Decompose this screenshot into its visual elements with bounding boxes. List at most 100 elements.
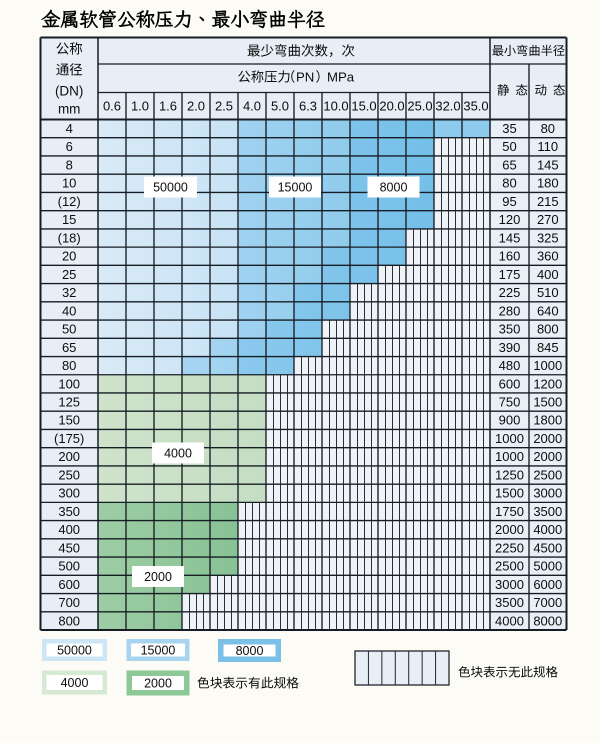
svg-text:(12): (12) bbox=[58, 194, 81, 209]
svg-text:50: 50 bbox=[62, 322, 76, 337]
svg-text:120: 120 bbox=[499, 212, 521, 227]
svg-text:1000: 1000 bbox=[533, 358, 562, 373]
svg-text:480: 480 bbox=[499, 358, 521, 373]
svg-text:450: 450 bbox=[58, 540, 80, 555]
svg-text:15000: 15000 bbox=[278, 180, 313, 194]
svg-text:2000: 2000 bbox=[144, 676, 172, 690]
svg-text:350: 350 bbox=[499, 322, 521, 337]
svg-text:325: 325 bbox=[537, 230, 559, 245]
svg-text:0.6: 0.6 bbox=[103, 98, 121, 113]
svg-text:50000: 50000 bbox=[153, 180, 188, 194]
svg-text:1750: 1750 bbox=[495, 504, 524, 519]
svg-text:145: 145 bbox=[499, 230, 521, 245]
svg-text:2000: 2000 bbox=[533, 431, 562, 446]
svg-text:65: 65 bbox=[62, 340, 76, 355]
svg-text:80: 80 bbox=[502, 176, 516, 191]
svg-text:1000: 1000 bbox=[495, 449, 524, 464]
svg-text:100: 100 bbox=[58, 376, 80, 391]
svg-text:1800: 1800 bbox=[533, 413, 562, 428]
svg-text:25: 25 bbox=[62, 267, 76, 282]
svg-text:1000: 1000 bbox=[495, 431, 524, 446]
svg-text:600: 600 bbox=[499, 376, 521, 391]
svg-text:175: 175 bbox=[499, 267, 521, 282]
svg-text:700: 700 bbox=[58, 595, 80, 610]
svg-text:360: 360 bbox=[537, 249, 559, 264]
svg-text:4: 4 bbox=[66, 121, 73, 136]
svg-text:4000: 4000 bbox=[495, 613, 524, 628]
svg-text:25.0: 25.0 bbox=[407, 98, 432, 113]
svg-text:510: 510 bbox=[537, 285, 559, 300]
svg-text:400: 400 bbox=[58, 522, 80, 537]
svg-text:10: 10 bbox=[62, 176, 76, 191]
svg-text:6: 6 bbox=[66, 139, 73, 154]
svg-text:1200: 1200 bbox=[533, 376, 562, 391]
svg-text:280: 280 bbox=[499, 303, 521, 318]
svg-text:4000: 4000 bbox=[164, 446, 192, 460]
svg-text:32.0: 32.0 bbox=[435, 98, 460, 113]
svg-text:2.0: 2.0 bbox=[187, 98, 205, 113]
svg-text:3000: 3000 bbox=[533, 486, 562, 501]
svg-text:125: 125 bbox=[58, 395, 80, 410]
svg-text:200: 200 bbox=[58, 449, 80, 464]
svg-text:5.0: 5.0 bbox=[271, 98, 289, 113]
svg-text:35.0: 35.0 bbox=[463, 98, 488, 113]
svg-text:50: 50 bbox=[502, 139, 516, 154]
svg-text:50000: 50000 bbox=[57, 643, 92, 657]
svg-text:800: 800 bbox=[537, 322, 559, 337]
svg-text:15.0: 15.0 bbox=[351, 98, 376, 113]
svg-text:MPa: MPa bbox=[327, 70, 355, 85]
svg-text:(18): (18) bbox=[58, 230, 81, 245]
svg-text:1500: 1500 bbox=[495, 486, 524, 501]
svg-text:mm: mm bbox=[58, 102, 81, 117]
svg-text:900: 900 bbox=[499, 413, 521, 428]
svg-text:5000: 5000 bbox=[533, 559, 562, 574]
svg-text:800: 800 bbox=[58, 613, 80, 628]
svg-text:180: 180 bbox=[537, 176, 559, 191]
svg-text:300: 300 bbox=[58, 486, 80, 501]
svg-text:6000: 6000 bbox=[533, 577, 562, 592]
svg-text:225: 225 bbox=[499, 285, 521, 300]
svg-text:8000: 8000 bbox=[236, 644, 264, 658]
svg-text:40: 40 bbox=[62, 303, 76, 318]
svg-text:1.0: 1.0 bbox=[131, 98, 149, 113]
svg-text:95: 95 bbox=[502, 194, 516, 209]
svg-text:8: 8 bbox=[66, 158, 73, 173]
svg-text:110: 110 bbox=[537, 139, 558, 154]
svg-text:80: 80 bbox=[62, 358, 76, 373]
svg-text:3500: 3500 bbox=[533, 504, 562, 519]
svg-text:270: 270 bbox=[537, 212, 559, 227]
svg-text:1.6: 1.6 bbox=[159, 98, 177, 113]
svg-text:6.3: 6.3 bbox=[299, 98, 317, 113]
svg-text:4500: 4500 bbox=[533, 540, 562, 555]
svg-text:400: 400 bbox=[537, 267, 559, 282]
svg-text:20: 20 bbox=[62, 249, 76, 264]
svg-text:8000: 8000 bbox=[533, 613, 562, 628]
svg-text:600: 600 bbox=[58, 577, 80, 592]
svg-text:4000: 4000 bbox=[533, 522, 562, 537]
svg-text:2000: 2000 bbox=[144, 570, 172, 584]
svg-text:2500: 2500 bbox=[495, 559, 524, 574]
svg-text:160: 160 bbox=[499, 249, 521, 264]
svg-text:65: 65 bbox=[502, 158, 516, 173]
svg-text:845: 845 bbox=[537, 340, 559, 355]
svg-text:7000: 7000 bbox=[533, 595, 562, 610]
svg-text:15000: 15000 bbox=[141, 643, 176, 657]
svg-text:145: 145 bbox=[537, 158, 559, 173]
svg-text:150: 150 bbox=[58, 413, 80, 428]
svg-text:1500: 1500 bbox=[533, 395, 562, 410]
svg-text:390: 390 bbox=[499, 340, 521, 355]
svg-text:80: 80 bbox=[541, 121, 555, 136]
svg-text:(175): (175) bbox=[54, 431, 84, 446]
svg-text:20.0: 20.0 bbox=[379, 98, 404, 113]
svg-text:2000: 2000 bbox=[533, 449, 562, 464]
svg-text:10.0: 10.0 bbox=[323, 98, 348, 113]
svg-text:(DN): (DN) bbox=[55, 84, 84, 99]
svg-text:4000: 4000 bbox=[61, 676, 89, 690]
svg-text:3000: 3000 bbox=[495, 577, 524, 592]
svg-text:640: 640 bbox=[537, 303, 559, 318]
svg-text:2.5: 2.5 bbox=[215, 98, 233, 113]
svg-text:8000: 8000 bbox=[380, 180, 408, 194]
svg-text:215: 215 bbox=[537, 194, 559, 209]
svg-text:2250: 2250 bbox=[495, 540, 524, 555]
svg-text:15: 15 bbox=[62, 212, 76, 227]
